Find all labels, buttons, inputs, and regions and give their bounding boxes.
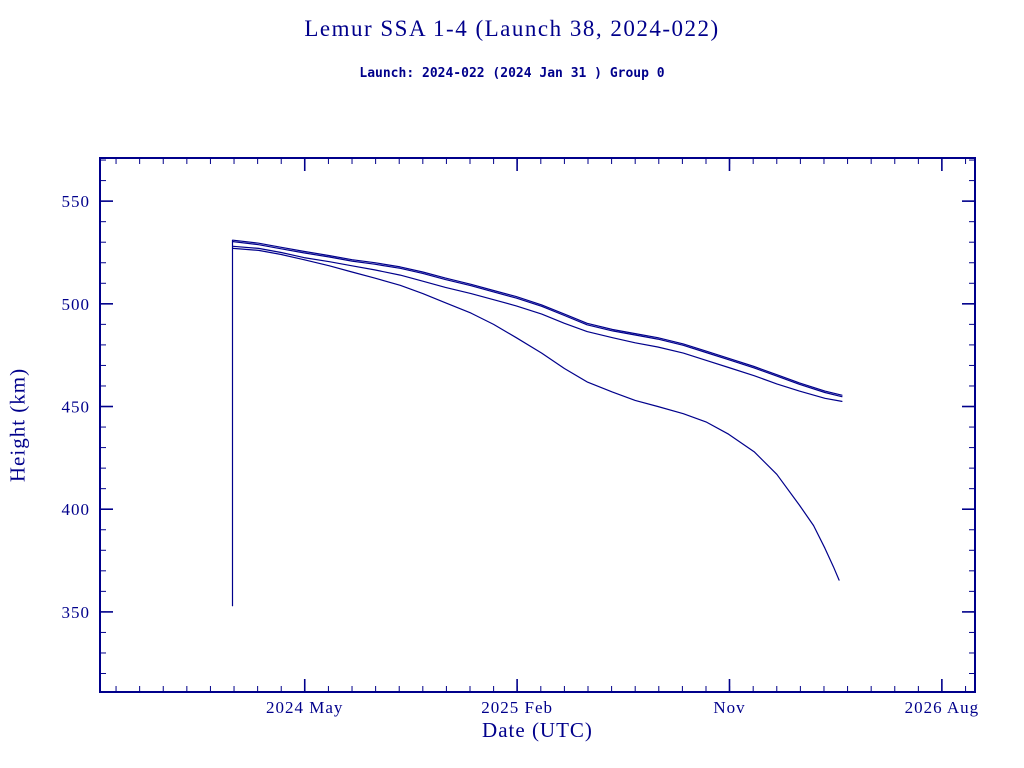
series-line-4 xyxy=(232,247,840,581)
y-tick-label: 400 xyxy=(62,500,91,519)
x-tick-label: 2025 Feb xyxy=(481,698,553,717)
series-line-1 xyxy=(232,239,843,396)
series-line-3 xyxy=(232,245,843,402)
y-tick-label: 450 xyxy=(62,398,91,417)
series-line-2 xyxy=(232,241,843,398)
y-tick-label: 550 xyxy=(62,192,91,211)
chart-subtitle: Launch: 2024-022 (2024 Jan 31 ) Group 0 xyxy=(359,66,665,81)
y-tick-label: 350 xyxy=(62,603,91,622)
x-axis-label: Date (UTC) xyxy=(482,718,593,742)
x-tick-label: 2024 May xyxy=(266,698,343,717)
x-tick-label: 2026 Aug xyxy=(905,698,980,717)
x-tick-label: Nov xyxy=(713,698,745,717)
y-tick-label: 500 xyxy=(62,295,91,314)
plot-frame xyxy=(99,157,976,693)
chart-title: Lemur SSA 1-4 (Launch 38, 2024-022) xyxy=(304,16,720,41)
